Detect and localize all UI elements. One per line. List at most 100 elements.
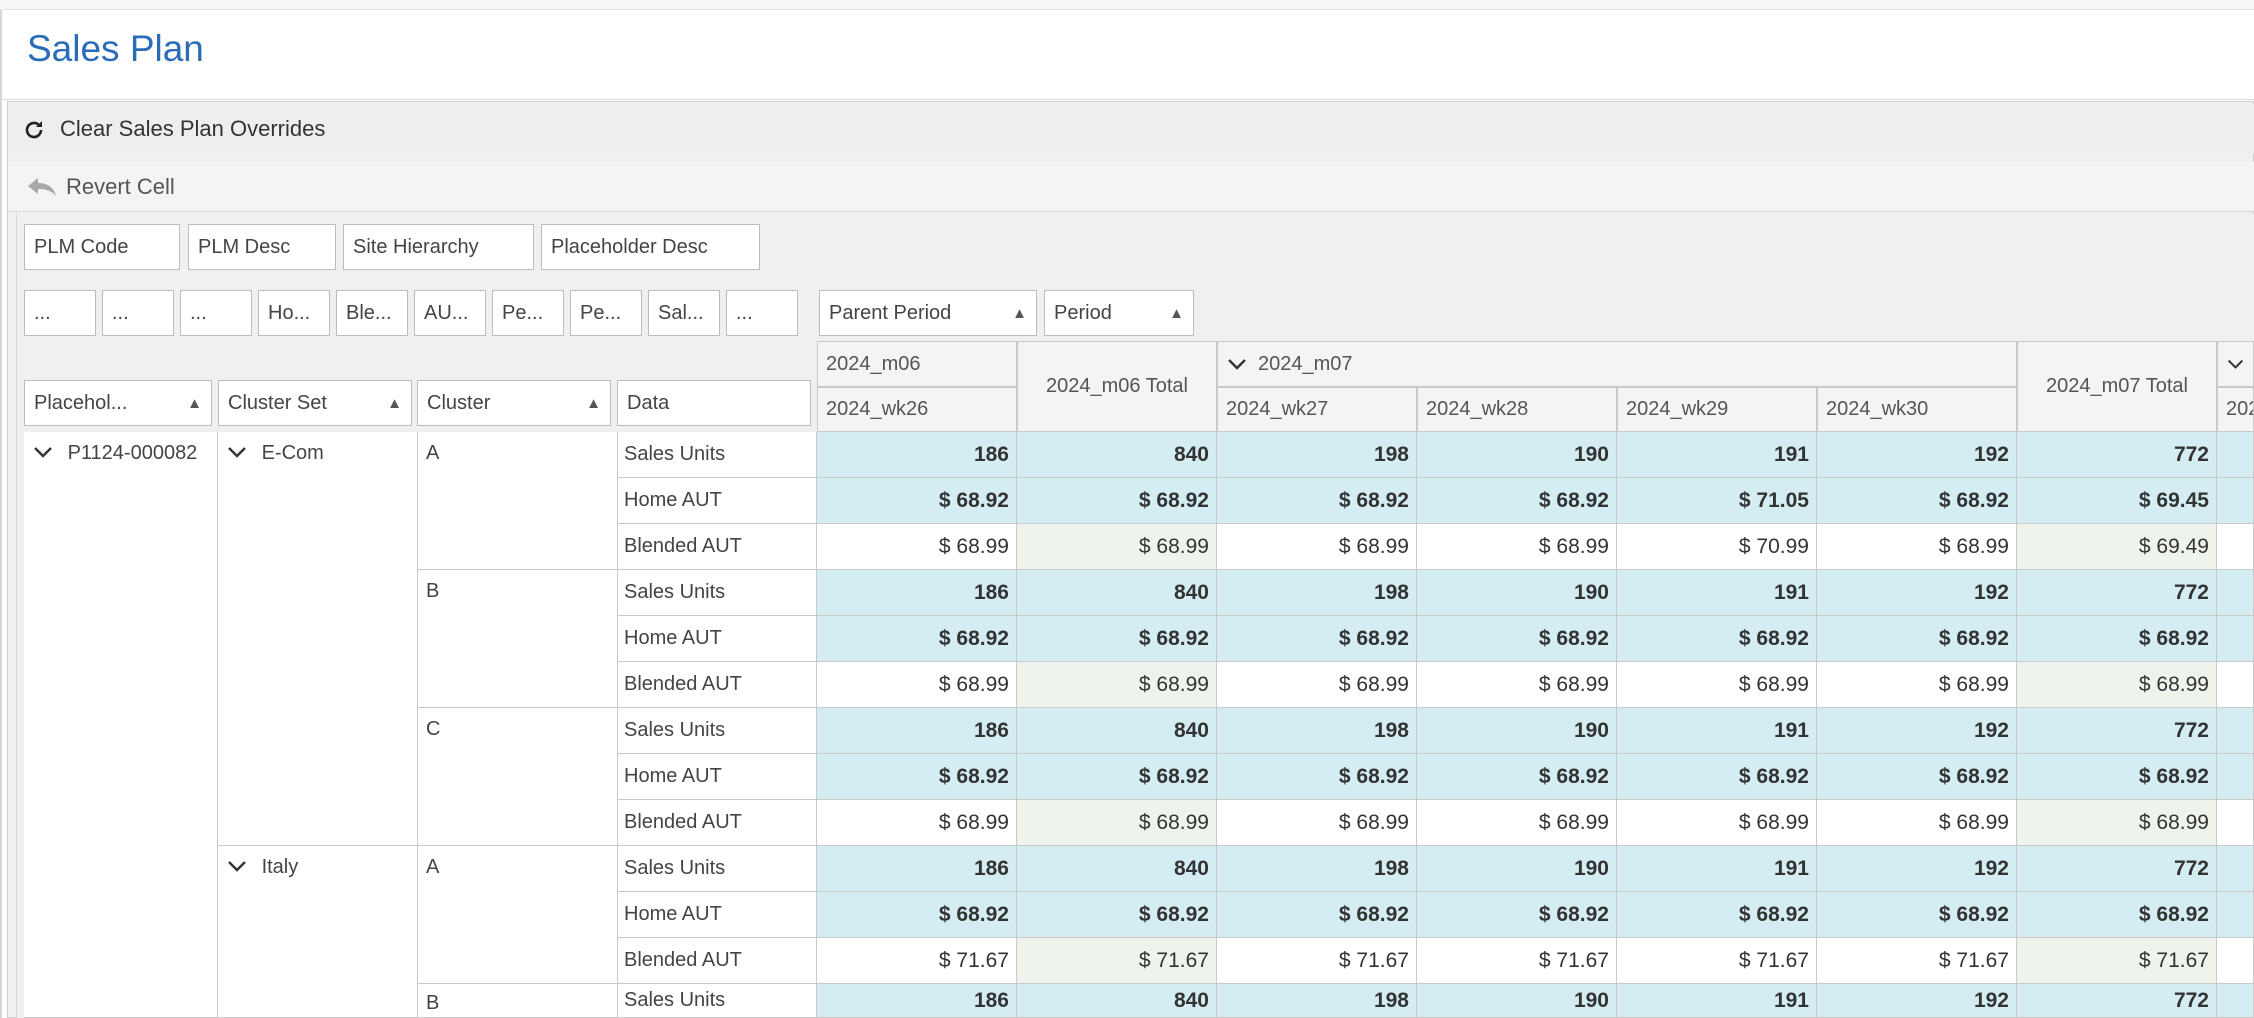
grid-cell[interactable]: 186 <box>817 708 1017 754</box>
grid-cell[interactable]: 772 <box>2017 432 2217 478</box>
grid-cell-partial[interactable] <box>2217 892 2254 938</box>
data-field-pe-1[interactable]: Pe... <box>492 290 564 336</box>
grid-cell[interactable]: $ 68.92 <box>1817 754 2017 800</box>
grid-cell[interactable]: $ 68.99 <box>817 800 1017 846</box>
grid-cell[interactable]: $ 68.99 <box>1817 524 2017 570</box>
field-placeholder-desc[interactable]: Placeholder Desc <box>541 224 760 270</box>
grid-cell[interactable]: $ 71.67 <box>1817 938 2017 984</box>
field-period[interactable]: Period ▲ <box>1044 290 1194 336</box>
grid-cell[interactable]: $ 68.92 <box>2017 754 2217 800</box>
grid-cell-partial[interactable] <box>2217 524 2254 570</box>
field-plm-code[interactable]: PLM Code <box>24 224 180 270</box>
grid-cell[interactable]: 840 <box>1017 432 1217 478</box>
grid-cell[interactable]: 840 <box>1017 846 1217 892</box>
grid-cell[interactable]: $ 68.92 <box>1617 892 1817 938</box>
field-placeholder[interactable]: Placehol... ▲ <box>24 380 212 426</box>
chevron-down-icon[interactable] <box>1226 357 1248 371</box>
grid-cell[interactable]: 190 <box>1417 570 1617 616</box>
grid-cell[interactable]: $ 71.67 <box>1617 938 1817 984</box>
grid-cell[interactable]: 186 <box>817 432 1017 478</box>
col-header-2024-m07[interactable]: 2024_m07 <box>1217 341 2017 387</box>
grid-cell-partial[interactable] <box>2217 800 2254 846</box>
grid-cell-partial[interactable] <box>2217 616 2254 662</box>
grid-cell[interactable]: $ 68.99 <box>1817 662 2017 708</box>
grid-cell[interactable]: $ 68.99 <box>2017 800 2217 846</box>
grid-cell[interactable]: $ 68.99 <box>1017 800 1217 846</box>
grid-cell[interactable]: $ 70.99 <box>1617 524 1817 570</box>
grid-cell[interactable]: 192 <box>1817 708 2017 754</box>
data-field-2[interactable]: ... <box>102 290 174 336</box>
grid-cell[interactable]: $ 68.92 <box>817 754 1017 800</box>
grid-cell[interactable]: $ 71.67 <box>1417 938 1617 984</box>
grid-cell[interactable]: $ 68.99 <box>1217 662 1417 708</box>
chevron-down-icon[interactable] <box>226 445 248 459</box>
field-cluster-set[interactable]: Cluster Set ▲ <box>218 380 412 426</box>
row-header-cluster-set-italy[interactable]: Italy <box>218 846 418 1018</box>
field-cluster[interactable]: Cluster ▲ <box>417 380 611 426</box>
grid-cell[interactable]: $ 68.92 <box>1617 616 1817 662</box>
grid-cell[interactable]: $ 71.67 <box>1017 938 1217 984</box>
chevron-down-icon[interactable] <box>32 445 54 459</box>
grid-cell[interactable]: 191 <box>1617 570 1817 616</box>
grid-cell[interactable]: 192 <box>1817 570 2017 616</box>
grid-cell[interactable]: $ 68.99 <box>1617 800 1817 846</box>
grid-cell[interactable]: 198 <box>1217 432 1417 478</box>
grid-cell[interactable]: 190 <box>1417 708 1617 754</box>
grid-cell[interactable]: $ 69.45 <box>2017 478 2217 524</box>
revert-cell-button[interactable]: Revert Cell <box>8 162 2254 212</box>
grid-cell[interactable]: $ 68.92 <box>1017 892 1217 938</box>
grid-cell[interactable]: 192 <box>1817 984 2017 1018</box>
data-field-pe-2[interactable]: Pe... <box>570 290 642 336</box>
grid-cell-partial[interactable] <box>2217 754 2254 800</box>
grid-cell[interactable]: $ 71.67 <box>2017 938 2217 984</box>
grid-cell[interactable]: 198 <box>1217 570 1417 616</box>
data-field-aut[interactable]: AU... <box>414 290 486 336</box>
col-header-next[interactable] <box>2217 341 2254 387</box>
grid-cell[interactable]: $ 68.92 <box>1217 616 1417 662</box>
grid-cell-partial[interactable] <box>2217 984 2254 1018</box>
data-field-3[interactable]: ... <box>180 290 252 336</box>
grid-cell-partial[interactable] <box>2217 662 2254 708</box>
grid-cell[interactable]: $ 68.92 <box>1817 478 2017 524</box>
grid-cell[interactable]: $ 69.49 <box>2017 524 2217 570</box>
grid-cell[interactable]: $ 68.99 <box>1417 800 1617 846</box>
grid-cell[interactable]: 772 <box>2017 846 2217 892</box>
field-data[interactable]: Data <box>617 380 811 426</box>
grid-cell[interactable]: $ 68.92 <box>1217 478 1417 524</box>
grid-cell[interactable]: 840 <box>1017 570 1217 616</box>
grid-cell[interactable]: $ 71.67 <box>1217 938 1417 984</box>
grid-cell[interactable]: $ 68.92 <box>1417 616 1617 662</box>
grid-cell-partial[interactable] <box>2217 432 2254 478</box>
grid-cell[interactable]: 191 <box>1617 846 1817 892</box>
chevron-down-icon[interactable] <box>226 859 248 873</box>
grid-cell[interactable]: $ 68.92 <box>1417 478 1617 524</box>
grid-cell[interactable]: $ 68.92 <box>1217 892 1417 938</box>
grid-cell[interactable]: $ 68.92 <box>1817 616 2017 662</box>
grid-cell[interactable]: $ 68.99 <box>1817 800 2017 846</box>
grid-cell-partial[interactable] <box>2217 708 2254 754</box>
grid-cell[interactable]: $ 68.99 <box>1617 662 1817 708</box>
grid-cell[interactable]: 190 <box>1417 432 1617 478</box>
grid-cell[interactable]: $ 71.67 <box>817 938 1017 984</box>
field-plm-desc[interactable]: PLM Desc <box>188 224 336 270</box>
grid-cell[interactable]: $ 68.92 <box>817 478 1017 524</box>
grid-cell[interactable]: $ 68.99 <box>1217 524 1417 570</box>
grid-cell[interactable]: 192 <box>1817 846 2017 892</box>
data-field-1[interactable]: ... <box>24 290 96 336</box>
grid-cell[interactable]: $ 68.92 <box>1217 754 1417 800</box>
grid-cell[interactable]: 772 <box>2017 708 2217 754</box>
field-site-hierarchy[interactable]: Site Hierarchy <box>343 224 534 270</box>
grid-cell[interactable]: 198 <box>1217 984 1417 1018</box>
grid-cell[interactable]: 190 <box>1417 984 1617 1018</box>
grid-cell[interactable]: 772 <box>2017 984 2217 1018</box>
grid-cell[interactable]: $ 68.92 <box>2017 892 2217 938</box>
grid-cell[interactable]: 190 <box>1417 846 1617 892</box>
grid-cell[interactable]: $ 68.92 <box>2017 616 2217 662</box>
grid-cell[interactable]: $ 68.99 <box>1217 800 1417 846</box>
grid-cell[interactable]: 186 <box>817 846 1017 892</box>
row-header-cluster-set-ecom[interactable]: E-Com <box>218 432 418 846</box>
grid-cell[interactable]: $ 68.99 <box>1417 524 1617 570</box>
row-header-placeholder[interactable]: P1124-000082 <box>24 432 218 1018</box>
grid-cell[interactable]: $ 68.92 <box>1417 892 1617 938</box>
grid-cell[interactable]: 191 <box>1617 432 1817 478</box>
